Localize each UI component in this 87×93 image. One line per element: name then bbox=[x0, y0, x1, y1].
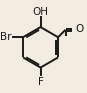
Text: Br: Br bbox=[0, 32, 11, 42]
Text: OH: OH bbox=[33, 7, 49, 17]
Text: O: O bbox=[75, 24, 83, 34]
Text: F: F bbox=[38, 77, 44, 87]
